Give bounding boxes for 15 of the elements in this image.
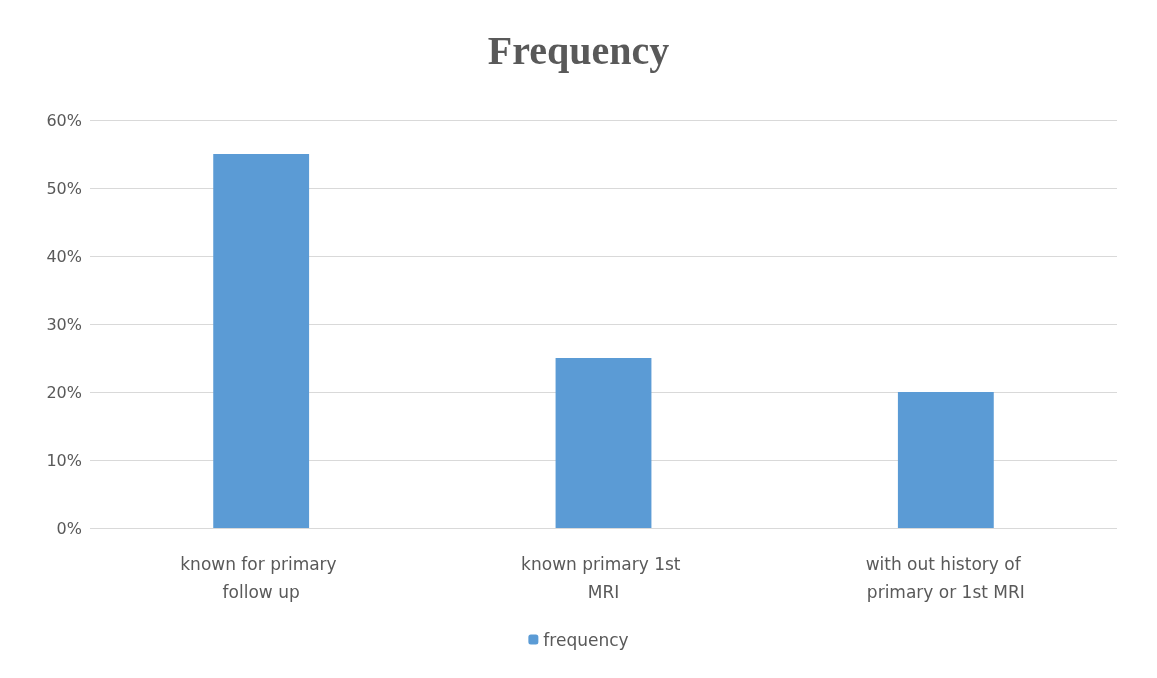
bar — [213, 154, 310, 528]
x-tick-label: known primary 1st MRI — [521, 554, 686, 602]
y-tick-label: 60% — [46, 110, 82, 130]
y-tick-label: 0% — [56, 518, 82, 538]
y-tick-label: 20% — [46, 382, 82, 402]
x-tick-label: known for primary follow up — [180, 554, 343, 602]
y-tick-label: 30% — [46, 314, 82, 334]
chart-title: Frequency — [487, 27, 670, 73]
x-tick-label: with out history of primary or 1st MRI — [865, 554, 1027, 602]
y-tick-label: 40% — [46, 246, 82, 266]
y-tick-label: 10% — [46, 450, 82, 470]
bar — [897, 392, 994, 528]
bar — [555, 358, 652, 528]
y-tick-label: 50% — [46, 178, 82, 198]
legend-label: frequency — [543, 629, 629, 650]
